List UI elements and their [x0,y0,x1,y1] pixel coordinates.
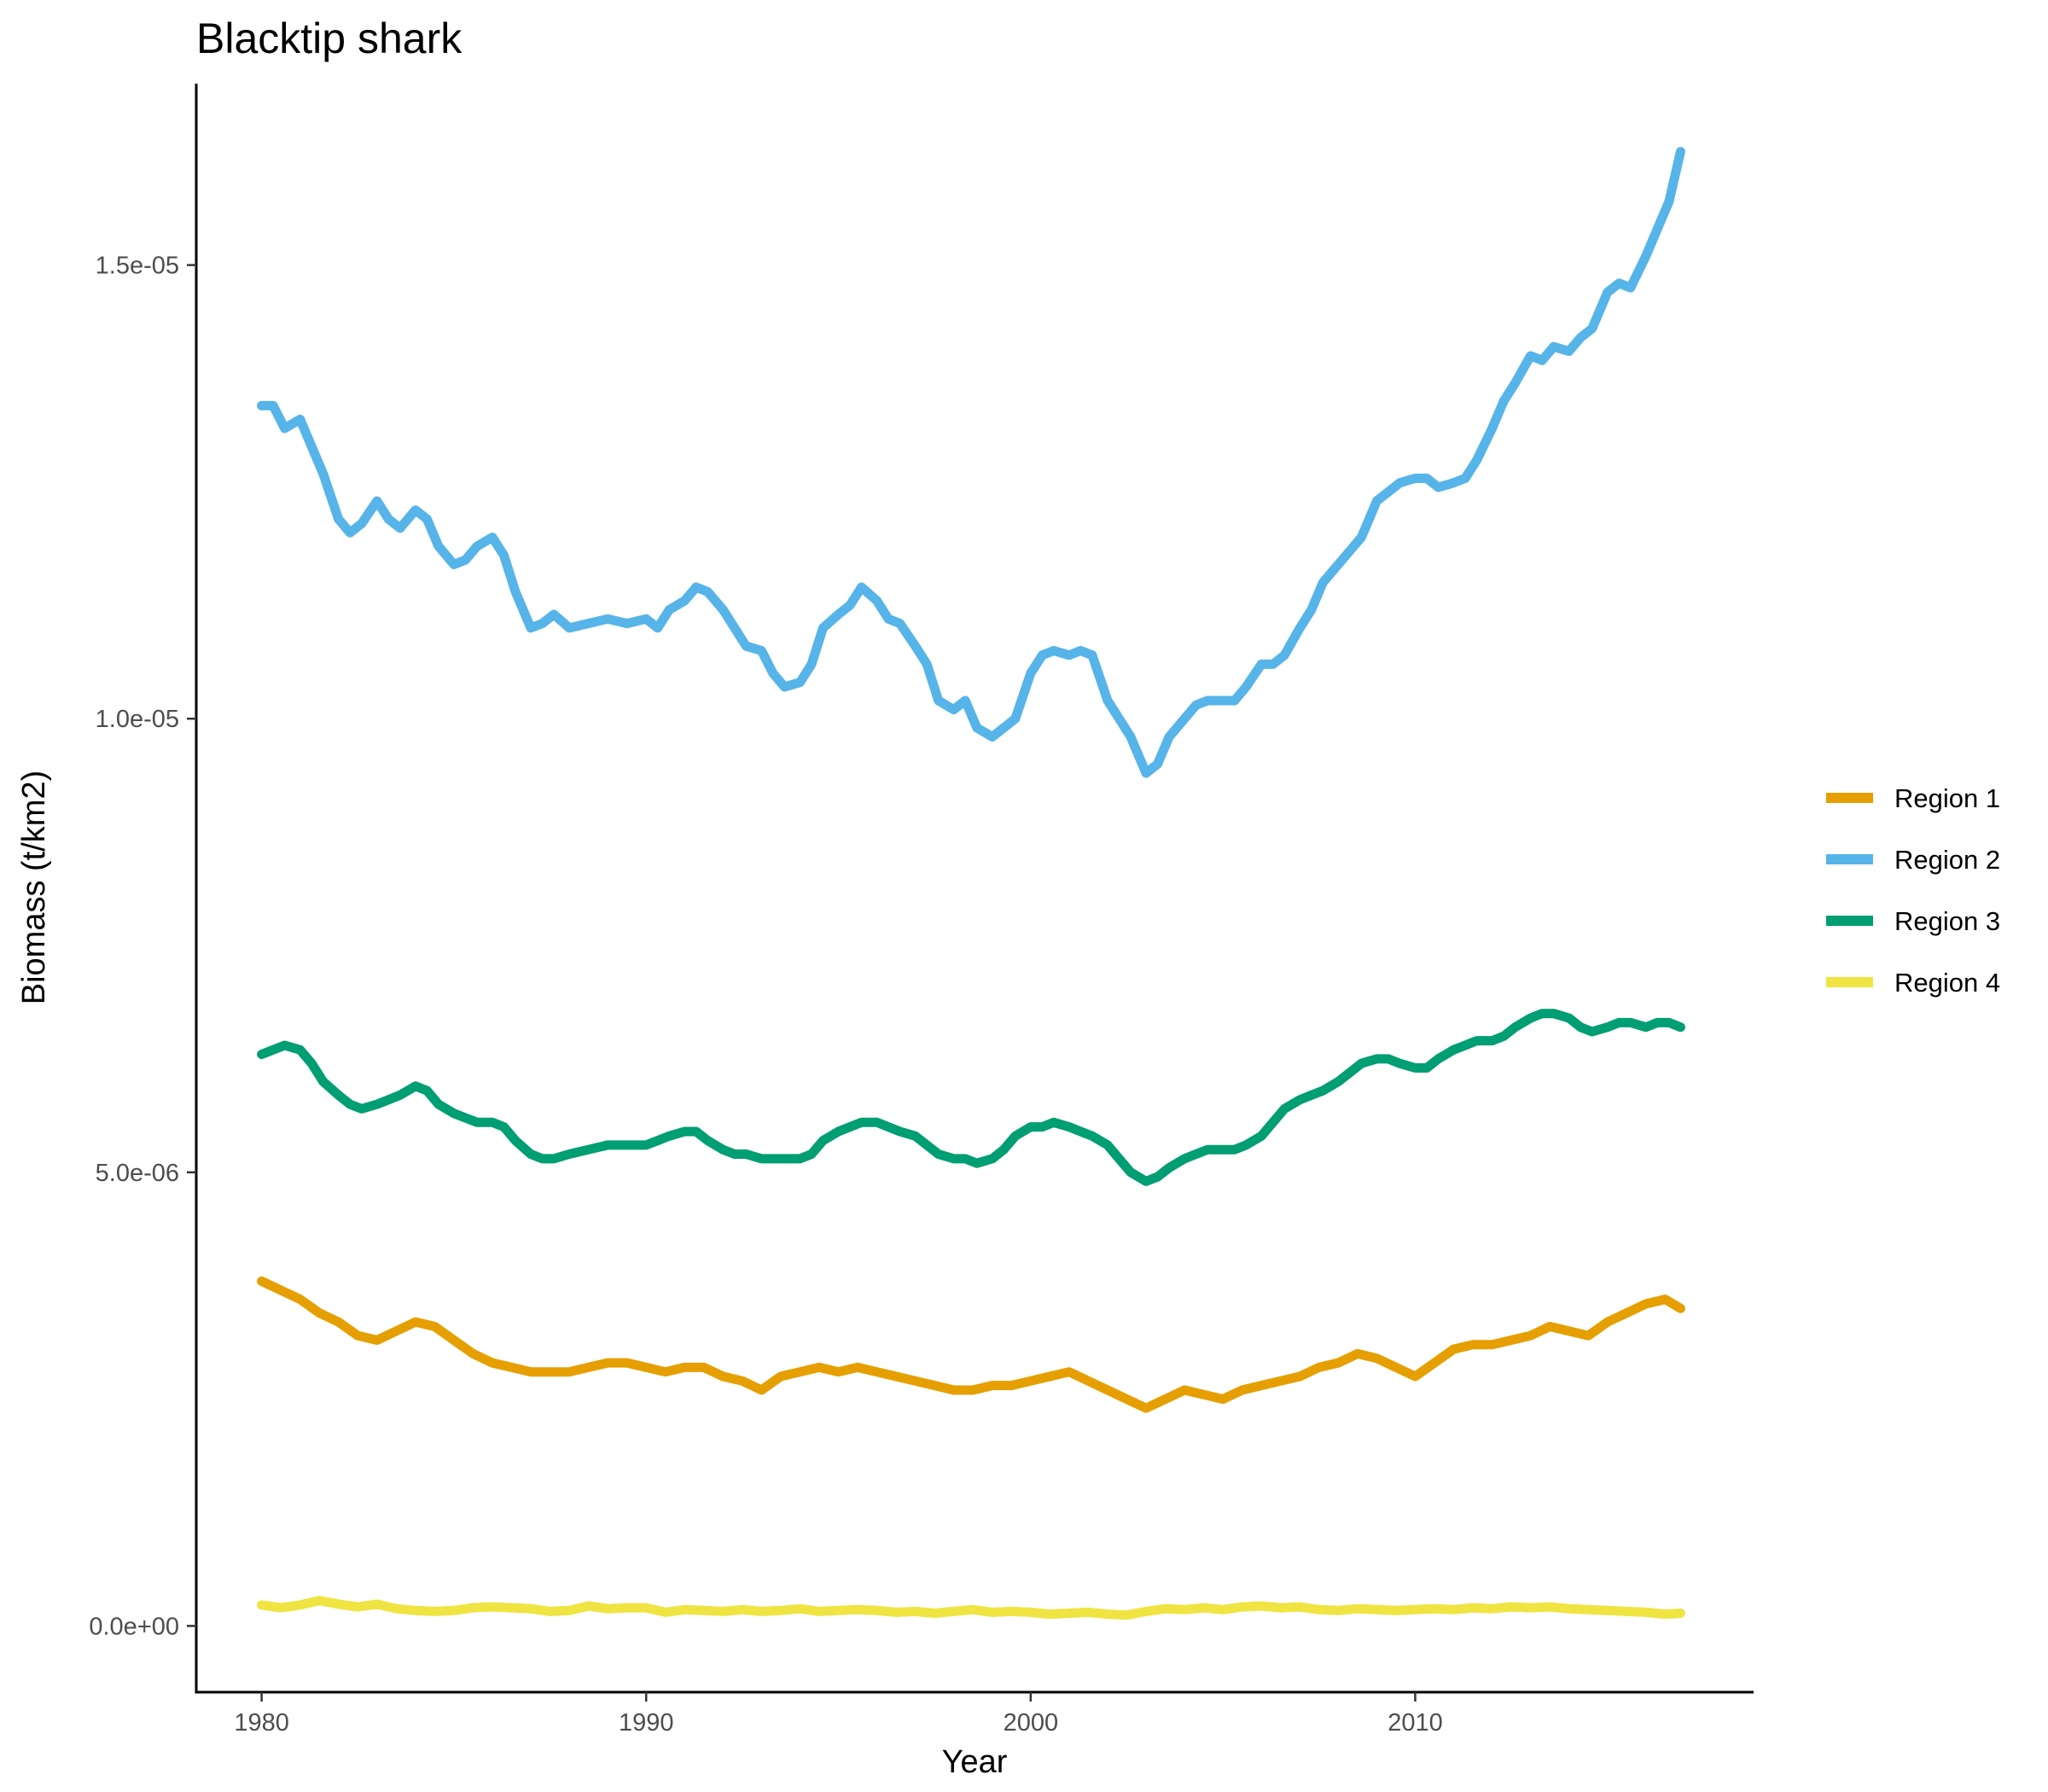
x-tick-label: 1980 [234,1709,289,1737]
y-tick-label: 1.0e-05 [96,706,179,733]
legend-label-region-3: Region 3 [1894,906,2000,936]
legend: Region 1 Region 2 Region 3 Region 4 [1826,783,2000,998]
y-tick-label: 1.5e-05 [96,253,179,280]
chart-title: Blacktip shark [196,15,463,62]
y-tick-label: 5.0e-06 [96,1160,179,1187]
x-axis-ticks: 1980 1990 2000 2010 [234,1692,1443,1737]
series-line-region-3 [257,1009,1685,1186]
y-axis-ticks: 0.0e+00 5.0e-06 1.0e-05 1.5e-05 [89,253,196,1640]
x-axis-title: Year [942,1744,1008,1780]
y-axis-title: Biomass (t/km2) [16,771,52,1004]
series-line-region-2 [257,147,1685,778]
x-tick-label: 1990 [619,1709,674,1737]
series-line-region-4 [257,1596,1685,1620]
plot-area [257,147,1685,1620]
legend-label-region-2: Region 2 [1894,845,2000,875]
series-line-region-1 [257,1276,1685,1413]
x-tick-label: 2010 [1388,1709,1443,1737]
y-tick-label: 0.0e+00 [89,1613,179,1640]
legend-label-region-4: Region 4 [1894,968,2000,998]
legend-label-region-1: Region 1 [1894,783,2000,813]
x-tick-label: 2000 [1004,1709,1059,1737]
